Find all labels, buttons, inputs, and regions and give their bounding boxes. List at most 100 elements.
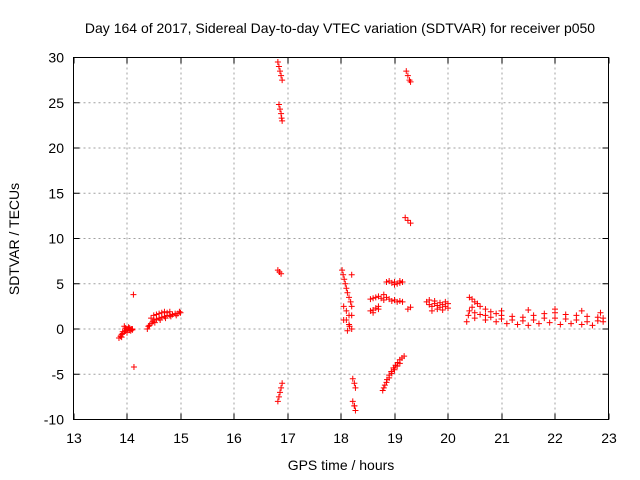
data-point: [482, 316, 489, 323]
data-point: [278, 110, 285, 117]
data-point: [525, 322, 532, 329]
data-point: [119, 328, 126, 335]
data-point: [156, 310, 163, 317]
data-point: [370, 295, 377, 302]
data-point: [164, 309, 171, 316]
data-point: [568, 320, 575, 327]
data-point: [161, 308, 168, 315]
data-point: [379, 387, 386, 394]
data-point: [498, 307, 505, 314]
data-point: [434, 306, 441, 313]
data-point: [394, 363, 401, 370]
data-point: [370, 309, 377, 316]
data-point: [509, 316, 516, 323]
data-point: [482, 306, 489, 313]
data-point: [151, 319, 158, 326]
series-arc-h: [379, 353, 408, 394]
series-arc-f: [339, 267, 359, 409]
y-tick-label: 30: [48, 50, 64, 66]
data-point: [503, 320, 510, 327]
x-tick-label: 14: [119, 430, 135, 446]
data-point: [386, 374, 393, 381]
tick-labels: 13 14 15 16 17 18 19 20 21 22 23 -10 -5 0 5 10 15 20 25 30: [44, 50, 617, 447]
data-point: [474, 300, 481, 307]
data-point: [404, 217, 411, 224]
plot-frame: [73, 57, 609, 420]
y-tick-label: -10: [44, 412, 64, 428]
data-point: [388, 370, 395, 377]
data-point: [535, 320, 542, 327]
data-point: [552, 306, 558, 313]
data-point: [352, 407, 359, 414]
y-tick-label: 20: [48, 140, 64, 156]
data-point: [125, 324, 132, 331]
data-point: [403, 68, 410, 75]
data-point: [396, 360, 403, 367]
data-point: [469, 304, 476, 311]
grid-lines: [73, 57, 609, 420]
data-point: [431, 297, 438, 304]
data-point: [439, 306, 446, 313]
data-point: [173, 312, 180, 319]
data-point: [349, 375, 356, 382]
data-point: [274, 59, 281, 66]
data-point: [388, 297, 395, 304]
data-point: [401, 353, 408, 360]
data-point: [428, 307, 435, 314]
series-arc-c: [144, 308, 184, 332]
y-tick-label: -5: [52, 366, 65, 382]
data-point: [348, 312, 355, 319]
y-tick-label: 0: [56, 321, 64, 337]
data-point: [277, 389, 284, 396]
x-tick-label: 18: [333, 430, 349, 446]
data-point: [277, 68, 284, 75]
data-point: [341, 276, 348, 283]
series-arc-i: [367, 278, 406, 316]
data-point: [396, 278, 403, 285]
data-point: [342, 280, 349, 287]
data-point: [150, 312, 157, 319]
data-point: [275, 393, 282, 400]
data-point: [578, 321, 585, 328]
data-point: [278, 115, 285, 122]
data-point: [145, 323, 152, 330]
data-point: [367, 296, 374, 303]
data-point: [471, 309, 478, 316]
data-point: [351, 402, 358, 409]
data-point: [278, 384, 285, 391]
data-point: [344, 327, 351, 334]
data-point: [348, 271, 355, 278]
data-point: [394, 280, 401, 287]
data-point: [600, 318, 607, 325]
data-point: [347, 298, 354, 305]
data-point: [391, 281, 398, 288]
data-point: [436, 299, 443, 306]
data-point: [493, 310, 500, 317]
data-point: [465, 312, 472, 319]
data-point: [278, 270, 285, 277]
data-point: [346, 323, 353, 330]
x-axis-label: GPS time / hours: [288, 457, 395, 473]
data-point: [541, 315, 548, 322]
data-point: [372, 294, 379, 301]
data-point: [407, 304, 414, 311]
data-point: [525, 306, 532, 313]
data-point: [407, 78, 414, 85]
data-point: [487, 314, 494, 321]
data-point: [275, 101, 282, 108]
series-arc-k: [423, 297, 451, 314]
y-tick-label: 10: [48, 231, 64, 247]
data-point: [130, 364, 137, 371]
data-point: [121, 323, 128, 330]
data-point: [279, 117, 286, 124]
data-point: [562, 316, 569, 323]
data-point: [166, 308, 173, 315]
data-point: [573, 316, 580, 323]
data-point: [396, 297, 403, 304]
data-point: [519, 317, 526, 324]
y-tick-label: 15: [48, 185, 64, 201]
data-point: [343, 307, 350, 314]
data-points: [115, 59, 607, 414]
data-point: [557, 321, 564, 328]
data-point: [340, 271, 347, 278]
